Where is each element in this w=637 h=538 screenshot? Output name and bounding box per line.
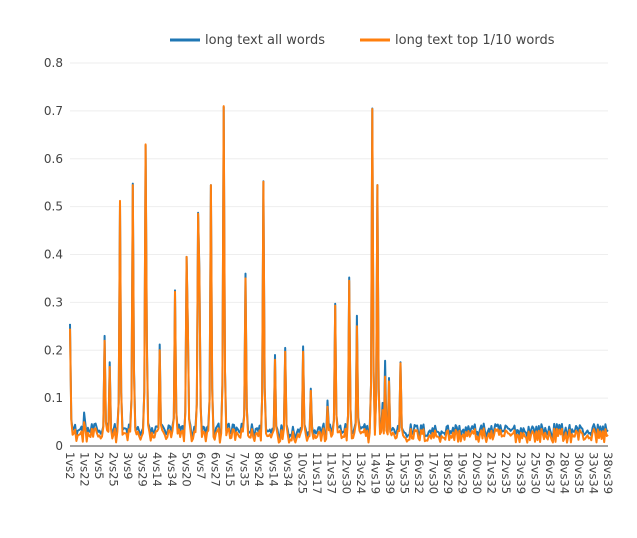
x-tick-label: 11vs37: [325, 452, 339, 494]
y-tick-label: 0.4: [44, 248, 63, 262]
x-tick-label: 9vs34: [281, 452, 295, 487]
series-lines: [69, 105, 609, 444]
x-tick-label: 18vs29: [441, 452, 455, 494]
x-tick-label: 30vs35: [572, 452, 586, 494]
x-tick-label: 13vs24: [354, 452, 368, 494]
y-tick-label: 0.3: [44, 295, 63, 309]
x-tick-label: 6vs27: [208, 452, 222, 487]
y-tick-label: 0.6: [44, 152, 63, 166]
x-tick-label: 15vs35: [397, 452, 411, 494]
grid-lines: [70, 62, 608, 447]
x-tick-label: 33vs34: [586, 452, 600, 494]
x-axis: 1vs2 1vs22 2vs5 2vs25 3vs9 3vs29 4vs14 4vs34 5vs…: [63, 452, 615, 494]
x-tick-label: 17vs30: [427, 452, 441, 494]
x-tick-label: 10vs25: [296, 452, 310, 494]
x-tick-label: 7vs35: [237, 452, 251, 487]
x-tick-label: 7vs15: [223, 452, 237, 487]
y-tick-label: 0.8: [44, 56, 63, 70]
x-tick-label: 26vs37: [543, 452, 557, 494]
x-tick-label: 8vs24: [252, 452, 266, 487]
x-tick-label: 14vs19: [368, 452, 382, 494]
x-tick-label: 19vs29: [456, 452, 470, 494]
x-tick-label: 25vs30: [528, 452, 542, 494]
x-tick-label: 4vs34: [165, 452, 179, 487]
y-tick-label: 0: [55, 439, 63, 453]
x-tick-label: 20vs30: [470, 452, 484, 494]
x-tick-label: 4vs14: [150, 452, 164, 487]
x-tick-label: 2vs5: [92, 452, 106, 479]
series-line-1[interactable]: [69, 105, 609, 444]
x-tick-label: 1vs2: [63, 452, 77, 479]
x-tick-label: 6vs7: [194, 452, 208, 479]
x-tick-label: 12vs30: [339, 452, 353, 494]
x-tick-label: 9vs14: [267, 452, 281, 487]
x-tick-label: 22vs35: [499, 452, 513, 494]
x-tick-label: 11vs17: [310, 452, 324, 494]
x-tick-label: 14vs39: [383, 452, 397, 494]
legend-label[interactable]: long text all words: [205, 33, 325, 48]
y-tick-label: 0.2: [44, 343, 63, 357]
y-axis: 0 0.1 0.2 0.3 0.4 0.5 0.6 0.7 0.8: [44, 56, 63, 453]
y-tick-label: 0.7: [44, 104, 63, 118]
x-tick-label: 1vs22: [78, 452, 92, 487]
x-tick-label: 5vs20: [179, 452, 193, 487]
legend[interactable]: long text all words long text top 1/10 wo…: [170, 33, 555, 48]
y-tick-label: 0.1: [44, 391, 63, 405]
series-line-0[interactable]: [69, 106, 609, 439]
x-tick-label: 23vs39: [514, 452, 528, 494]
x-tick-label: 3vs9: [121, 452, 135, 479]
x-tick-label: 28vs34: [557, 452, 571, 494]
x-tick-label: 2vs25: [107, 452, 121, 487]
legend-label[interactable]: long text top 1/10 words: [395, 33, 555, 48]
x-tick-label: 38vs39: [601, 452, 615, 494]
x-tick-label: 16vs32: [412, 452, 426, 494]
x-tick-label: 3vs29: [136, 452, 150, 487]
x-tick-label: 21vs32: [485, 452, 499, 494]
y-tick-label: 0.5: [44, 200, 63, 214]
